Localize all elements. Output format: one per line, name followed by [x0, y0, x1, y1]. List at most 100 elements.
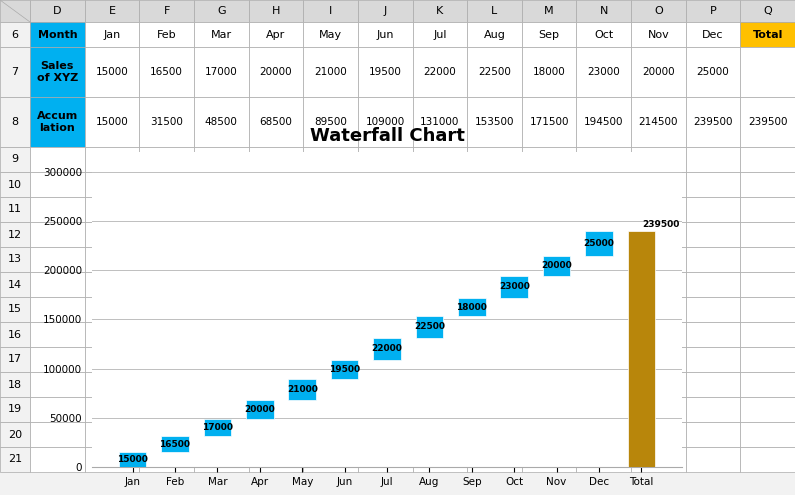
Bar — [194, 397, 249, 422]
Bar — [358, 147, 413, 172]
Text: 18000: 18000 — [456, 302, 487, 311]
Bar — [194, 197, 249, 222]
Bar — [686, 172, 740, 197]
Bar — [631, 147, 686, 172]
Text: 20: 20 — [8, 430, 22, 440]
Bar — [30, 0, 84, 22]
Text: 18: 18 — [8, 380, 22, 390]
Bar — [358, 197, 413, 222]
Text: G: G — [217, 6, 226, 16]
Text: 17000: 17000 — [202, 423, 233, 432]
Bar — [358, 372, 413, 397]
Text: 7: 7 — [11, 67, 18, 77]
Bar — [413, 0, 467, 22]
Text: D: D — [53, 6, 61, 16]
Text: 18000: 18000 — [533, 67, 565, 77]
Text: 22500: 22500 — [414, 322, 445, 332]
Bar — [576, 147, 631, 172]
Bar — [358, 347, 413, 372]
Bar — [194, 447, 249, 472]
Bar — [358, 172, 413, 197]
Bar — [358, 222, 413, 247]
Bar — [194, 172, 249, 197]
Bar — [139, 97, 194, 147]
Bar — [249, 47, 303, 97]
Bar — [358, 97, 413, 147]
Bar — [740, 347, 795, 372]
Text: Apr: Apr — [266, 30, 285, 40]
Bar — [84, 372, 139, 397]
Text: P: P — [710, 6, 716, 16]
Bar — [249, 297, 303, 322]
Bar — [249, 147, 303, 172]
Bar — [358, 447, 413, 472]
Bar — [631, 197, 686, 222]
Bar — [0, 372, 30, 397]
Bar — [522, 197, 576, 222]
Bar — [303, 397, 358, 422]
Bar — [84, 422, 139, 447]
Bar — [0, 297, 30, 322]
Bar — [249, 172, 303, 197]
Text: Month: Month — [37, 30, 77, 40]
Bar — [740, 47, 795, 97]
Bar — [686, 97, 740, 147]
Text: J: J — [383, 6, 387, 16]
Bar — [467, 297, 522, 322]
Bar — [30, 97, 84, 147]
Text: 13: 13 — [8, 254, 22, 264]
Bar — [303, 47, 358, 97]
Text: Accum
lation: Accum lation — [37, 111, 78, 133]
Bar — [249, 22, 303, 47]
Bar — [0, 97, 30, 147]
Bar — [0, 447, 30, 472]
Bar — [522, 272, 576, 297]
Bar — [139, 0, 194, 22]
Text: 20000: 20000 — [642, 67, 675, 77]
Bar — [0, 0, 30, 22]
Text: 25000: 25000 — [584, 239, 615, 248]
Bar — [194, 422, 249, 447]
Text: 23000: 23000 — [588, 67, 620, 77]
Bar — [30, 172, 84, 197]
Text: 17000: 17000 — [205, 67, 238, 77]
Bar — [467, 197, 522, 222]
Bar — [358, 0, 413, 22]
Bar — [249, 222, 303, 247]
Bar — [686, 197, 740, 222]
Bar — [139, 147, 194, 172]
Bar — [467, 0, 522, 22]
Text: Sales
of XYZ: Sales of XYZ — [37, 61, 78, 83]
Text: 31500: 31500 — [150, 117, 183, 127]
Bar — [631, 172, 686, 197]
Bar — [413, 397, 467, 422]
Text: 17: 17 — [8, 354, 22, 364]
Bar — [84, 347, 139, 372]
Bar — [631, 372, 686, 397]
Text: 21000: 21000 — [287, 385, 318, 394]
Bar — [576, 222, 631, 247]
Text: 16500: 16500 — [150, 67, 183, 77]
Bar — [0, 397, 30, 422]
Bar — [249, 397, 303, 422]
Text: 214500: 214500 — [638, 117, 678, 127]
Bar — [0, 247, 30, 272]
Bar — [358, 297, 413, 322]
Bar — [631, 447, 686, 472]
Bar — [522, 397, 576, 422]
Bar — [627, 231, 655, 467]
Bar — [522, 372, 576, 397]
Bar — [686, 397, 740, 422]
Bar — [631, 272, 686, 297]
Text: Mar: Mar — [211, 30, 232, 40]
Bar — [467, 97, 522, 147]
Bar — [303, 147, 358, 172]
Bar — [118, 452, 146, 467]
Bar — [686, 247, 740, 272]
Text: 153500: 153500 — [475, 117, 514, 127]
Bar — [631, 297, 686, 322]
Text: N: N — [599, 6, 608, 16]
Bar — [139, 297, 194, 322]
Bar — [204, 419, 231, 436]
Bar — [30, 447, 84, 472]
